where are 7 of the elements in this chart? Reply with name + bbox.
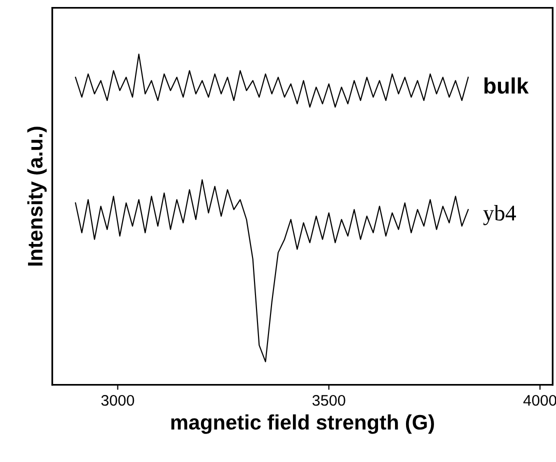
series-label: bulk — [484, 77, 529, 94]
x-tick-label: 3500 — [312, 394, 346, 406]
y-axis-title: Intensity (a.u.) — [27, 126, 47, 266]
x-axis-title: magnetic field strength (G) — [171, 414, 434, 434]
x-tick-label: 3000 — [101, 394, 134, 406]
series-label: yb4 — [483, 204, 516, 226]
x-tick-label: 4000 — [523, 394, 556, 406]
